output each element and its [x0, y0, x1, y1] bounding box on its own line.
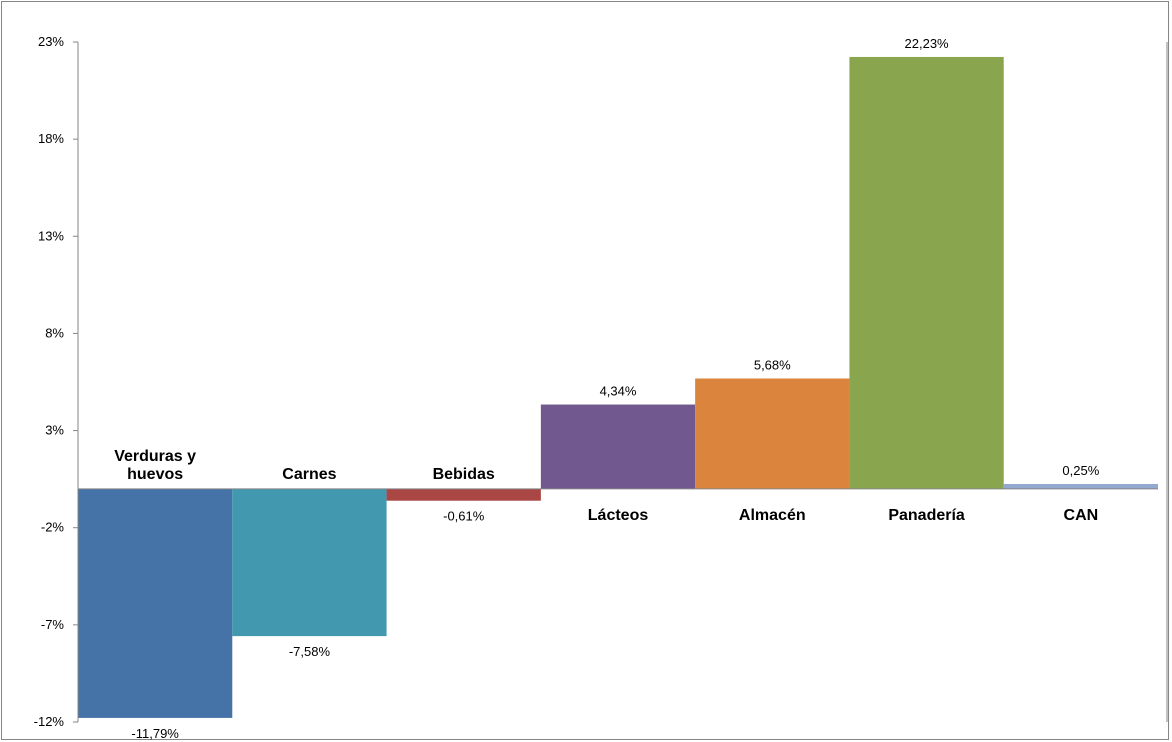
y-tick-label: -2% [41, 520, 65, 535]
category-label: huevos [127, 466, 183, 483]
y-tick-label: 18% [38, 131, 64, 146]
data-label: 0,25% [1062, 463, 1099, 478]
category-label: Carnes [282, 466, 336, 483]
y-tick-label: -12% [34, 714, 65, 729]
data-label: 4,34% [600, 384, 637, 399]
bar [1003, 484, 1158, 489]
y-tick-label: 13% [38, 228, 64, 243]
category-label: Lácteos [588, 507, 649, 524]
bar [695, 378, 850, 489]
y-tick-label: 3% [45, 423, 64, 438]
category-label: Almacén [739, 507, 806, 524]
data-label: -7,58% [289, 644, 331, 659]
bar [386, 488, 541, 501]
data-label: 5,68% [754, 358, 791, 373]
bar [540, 404, 696, 489]
bar [232, 488, 387, 637]
y-tick-label: 8% [45, 325, 64, 340]
y-tick-label: 23% [38, 34, 64, 49]
bar [849, 56, 1004, 489]
data-label: -0,61% [443, 509, 485, 524]
data-label: 22,23% [905, 36, 950, 51]
data-label: -11,79% [131, 726, 179, 741]
category-label: Bebidas [433, 466, 495, 483]
y-tick-label: -7% [41, 617, 65, 632]
category-label: Verduras y [114, 448, 196, 465]
category-label: CAN [1064, 507, 1099, 524]
category-label: Panadería [888, 507, 965, 524]
bar [78, 488, 233, 718]
